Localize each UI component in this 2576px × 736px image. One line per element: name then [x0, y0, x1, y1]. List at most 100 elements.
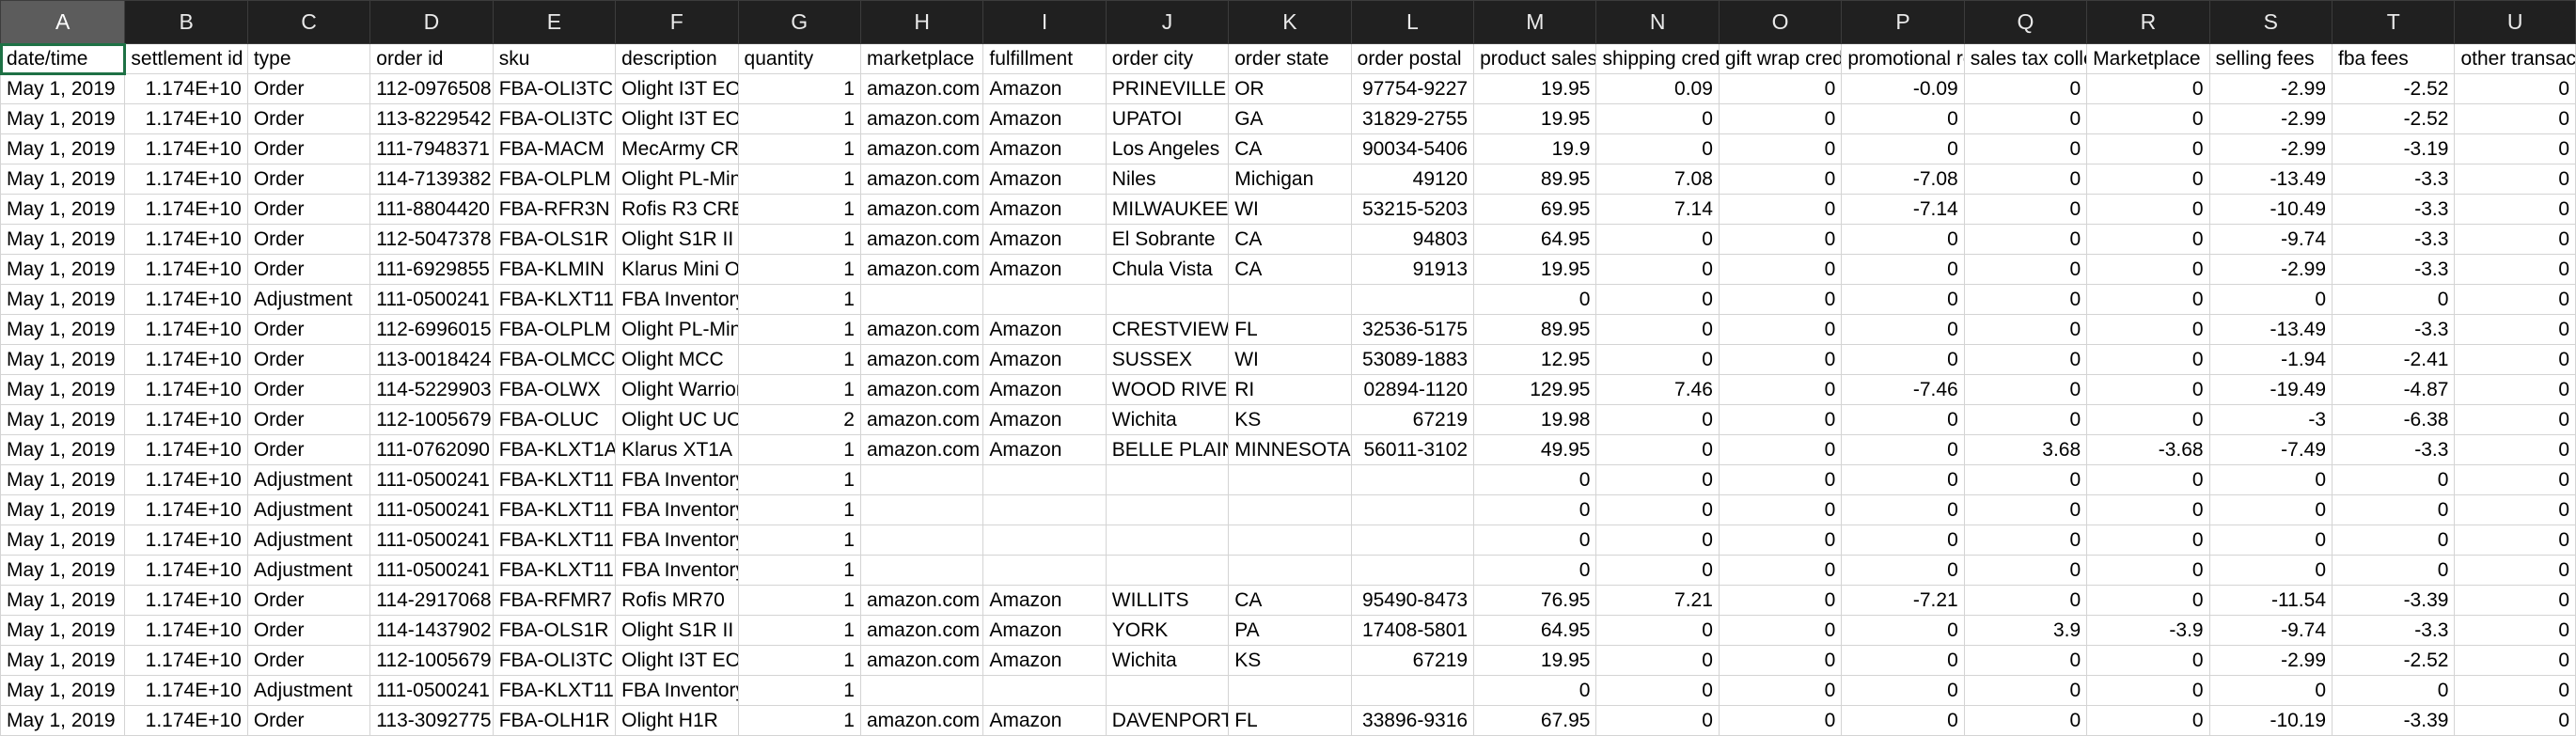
- table-cell[interactable]: 0: [1718, 675, 1843, 706]
- table-cell[interactable]: 0: [2086, 194, 2210, 225]
- table-cell[interactable]: FBA-RFMR7: [492, 585, 617, 616]
- table-cell[interactable]: 0: [1595, 675, 1720, 706]
- table-cell[interactable]: FBA-KLXT11: [492, 555, 617, 586]
- table-cell[interactable]: 0: [1963, 254, 2088, 285]
- table-cell[interactable]: amazon.com: [859, 103, 984, 134]
- table-cell[interactable]: FBA-OLS1R: [492, 615, 617, 646]
- table-cell[interactable]: 64.95: [1473, 615, 1597, 646]
- table-cell[interactable]: [1228, 525, 1352, 556]
- table-cell[interactable]: -6.38: [2332, 404, 2456, 435]
- table-cell[interactable]: 112-1005679: [369, 404, 494, 435]
- header-cell[interactable]: description: [615, 43, 739, 74]
- table-cell[interactable]: 0: [1718, 133, 1843, 164]
- table-cell[interactable]: 111-0500241: [369, 284, 494, 315]
- table-cell[interactable]: 1: [737, 555, 861, 586]
- table-cell[interactable]: Adjustment: [246, 284, 371, 315]
- table-cell[interactable]: 1.174E+10: [124, 164, 248, 195]
- table-cell[interactable]: [1350, 464, 1475, 495]
- table-cell[interactable]: 1: [737, 73, 861, 104]
- table-cell[interactable]: Olight UC UC: [615, 404, 739, 435]
- table-cell[interactable]: 0: [1595, 645, 1720, 676]
- table-cell[interactable]: 0: [1841, 133, 1965, 164]
- table-cell[interactable]: Order: [246, 615, 371, 646]
- table-cell[interactable]: 19.95: [1473, 254, 1597, 285]
- table-cell[interactable]: 1.174E+10: [124, 284, 248, 315]
- table-cell[interactable]: 0: [2208, 555, 2333, 586]
- table-cell[interactable]: 0: [1963, 494, 2088, 525]
- table-cell[interactable]: Order: [246, 103, 371, 134]
- table-cell[interactable]: [1228, 464, 1352, 495]
- table-cell[interactable]: 0.09: [1595, 73, 1720, 104]
- table-cell[interactable]: 0: [1718, 434, 1843, 465]
- table-cell[interactable]: May 1, 2019: [0, 434, 126, 465]
- table-cell[interactable]: 0: [2332, 675, 2456, 706]
- table-cell[interactable]: 0: [1473, 464, 1597, 495]
- table-cell[interactable]: 0: [2086, 314, 2210, 345]
- table-cell[interactable]: [1105, 525, 1230, 556]
- table-cell[interactable]: 0: [1595, 525, 1720, 556]
- header-cell[interactable]: selling fees: [2208, 43, 2333, 74]
- table-cell[interactable]: 1: [737, 254, 861, 285]
- table-cell[interactable]: 0: [1718, 705, 1843, 736]
- table-cell[interactable]: 0: [2454, 705, 2576, 736]
- table-cell[interactable]: 0: [2454, 464, 2576, 495]
- table-cell[interactable]: -7.08: [1841, 164, 1965, 195]
- table-cell[interactable]: 89.95: [1473, 164, 1597, 195]
- table-cell[interactable]: 1: [737, 133, 861, 164]
- table-cell[interactable]: Amazon: [982, 254, 1107, 285]
- table-cell[interactable]: Amazon: [982, 615, 1107, 646]
- table-cell[interactable]: 1.174E+10: [124, 224, 248, 255]
- table-cell[interactable]: Amazon: [982, 194, 1107, 225]
- table-cell[interactable]: Olight H1R: [615, 705, 739, 736]
- table-cell[interactable]: May 1, 2019: [0, 103, 126, 134]
- table-cell[interactable]: 113-0018424: [369, 344, 494, 375]
- table-cell[interactable]: 0: [1963, 194, 2088, 225]
- table-cell[interactable]: PA: [1228, 615, 1352, 646]
- table-cell[interactable]: 1: [737, 374, 861, 405]
- column-header-c[interactable]: C: [246, 0, 371, 44]
- table-cell[interactable]: 0: [2454, 585, 2576, 616]
- table-cell[interactable]: May 1, 2019: [0, 615, 126, 646]
- table-cell[interactable]: -1.94: [2208, 344, 2333, 375]
- table-cell[interactable]: Adjustment: [246, 525, 371, 556]
- table-cell[interactable]: Order: [246, 224, 371, 255]
- table-cell[interactable]: 0: [1963, 464, 2088, 495]
- table-cell[interactable]: 0: [1841, 404, 1965, 435]
- table-cell[interactable]: Chula Vista: [1105, 254, 1230, 285]
- table-cell[interactable]: 1: [737, 675, 861, 706]
- table-cell[interactable]: Amazon: [982, 585, 1107, 616]
- table-cell[interactable]: 0: [1718, 164, 1843, 195]
- table-cell[interactable]: -2.99: [2208, 254, 2333, 285]
- table-cell[interactable]: 0: [1841, 254, 1965, 285]
- table-cell[interactable]: [1105, 494, 1230, 525]
- table-cell[interactable]: [1105, 555, 1230, 586]
- table-cell[interactable]: Order: [246, 374, 371, 405]
- table-cell[interactable]: 1: [737, 103, 861, 134]
- table-cell[interactable]: Order: [246, 645, 371, 676]
- table-cell[interactable]: 0: [1841, 705, 1965, 736]
- table-cell[interactable]: CA: [1228, 254, 1352, 285]
- table-cell[interactable]: Niles: [1105, 164, 1230, 195]
- table-cell[interactable]: 0: [1718, 374, 1843, 405]
- header-cell[interactable]: date/time: [0, 42, 126, 75]
- table-cell[interactable]: 76.95: [1473, 585, 1597, 616]
- table-cell[interactable]: 0: [1963, 133, 2088, 164]
- table-cell[interactable]: FBA-OLUC: [492, 404, 617, 435]
- column-header-e[interactable]: E: [492, 0, 617, 44]
- table-cell[interactable]: 64.95: [1473, 224, 1597, 255]
- table-cell[interactable]: 1.174E+10: [124, 585, 248, 616]
- table-cell[interactable]: CA: [1228, 224, 1352, 255]
- table-cell[interactable]: 1.174E+10: [124, 555, 248, 586]
- table-cell[interactable]: Amazon: [982, 73, 1107, 104]
- table-cell[interactable]: 0: [1718, 404, 1843, 435]
- table-cell[interactable]: Amazon: [982, 645, 1107, 676]
- table-cell[interactable]: 1: [737, 705, 861, 736]
- table-cell[interactable]: 1: [737, 194, 861, 225]
- table-cell[interactable]: FBA Inventory: [615, 675, 739, 706]
- table-cell[interactable]: WILLITS: [1105, 585, 1230, 616]
- table-cell[interactable]: 53215-5203: [1350, 194, 1475, 225]
- table-cell[interactable]: FBA Inventory: [615, 525, 739, 556]
- table-cell[interactable]: WOOD RIVER: [1105, 374, 1230, 405]
- table-cell[interactable]: Order: [246, 133, 371, 164]
- table-cell[interactable]: 0: [2208, 464, 2333, 495]
